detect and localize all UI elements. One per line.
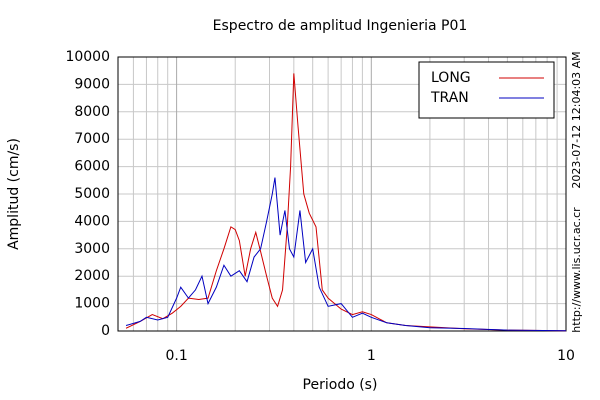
- timestamp: 2023-07-12 12:04:03 AM: [570, 51, 583, 188]
- series-line: [125, 177, 567, 332]
- y-tick-label: 5000: [74, 186, 110, 202]
- legend-box: [418, 61, 555, 119]
- legend-label: LONG: [431, 70, 471, 86]
- x-tick-label: 0.1: [165, 348, 187, 364]
- source-url: http://www.lis.ucr.ac.cr: [570, 207, 583, 333]
- y-tick-label: 3000: [74, 241, 110, 257]
- x-axis-label: Periodo (s): [303, 377, 378, 393]
- y-tick-label: 8000: [74, 104, 110, 120]
- y-tick-label: 4000: [74, 213, 110, 229]
- y-tick-label: 0: [101, 323, 110, 339]
- chart-title: Espectro de amplitud Ingenieria P01: [213, 18, 468, 34]
- y-tick-label: 7000: [74, 131, 110, 147]
- legend-label: TRAN: [430, 90, 469, 106]
- plot-frame: [117, 56, 567, 332]
- y-tick-label: 10000: [65, 49, 110, 65]
- series-line: [125, 73, 567, 332]
- y-tick-label: 9000: [74, 76, 110, 92]
- x-tick-label: 10: [557, 348, 575, 364]
- y-tick-label: 2000: [74, 268, 110, 284]
- y-axis-label: Amplitud (cm/s): [6, 138, 22, 250]
- y-tick-label: 1000: [74, 296, 110, 312]
- x-tick-label: 1: [367, 348, 376, 364]
- y-tick-label: 6000: [74, 159, 110, 175]
